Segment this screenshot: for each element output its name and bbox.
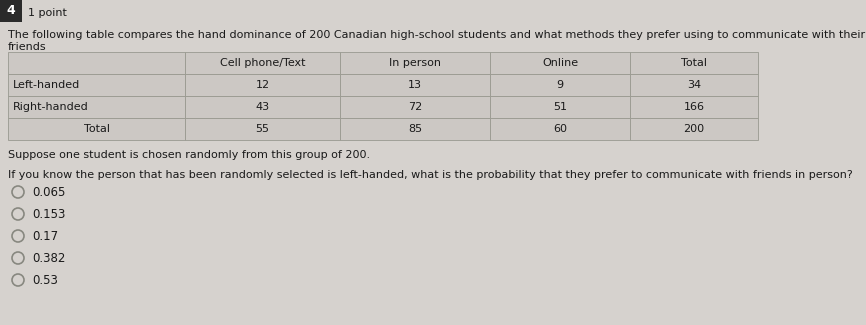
Bar [8, 118, 185, 140]
Text: 166: 166 [683, 102, 705, 112]
Text: 0.53: 0.53 [32, 274, 58, 287]
Bar [340, 96, 490, 118]
Text: The following table compares the hand dominance of 200 Canadian high-school stud: The following table compares the hand do… [8, 30, 865, 52]
Bar [185, 74, 340, 96]
Text: 0.382: 0.382 [32, 252, 65, 265]
Bar [630, 52, 758, 74]
Text: Right-handed: Right-handed [13, 102, 88, 112]
Text: 200: 200 [683, 124, 705, 134]
Text: 0.17: 0.17 [32, 229, 58, 242]
Text: 12: 12 [255, 80, 269, 90]
Text: 55: 55 [255, 124, 269, 134]
Bar [185, 52, 340, 74]
Bar [490, 118, 630, 140]
Bar [340, 52, 490, 74]
Bar [630, 96, 758, 118]
Bar [340, 118, 490, 140]
Text: 34: 34 [687, 80, 701, 90]
Bar [490, 96, 630, 118]
Bar [340, 74, 490, 96]
Bar [630, 74, 758, 96]
Bar [490, 52, 630, 74]
Bar [8, 52, 185, 74]
Text: If you know the person that has been randomly selected is left-handed, what is t: If you know the person that has been ran… [8, 170, 853, 180]
Text: Online: Online [542, 58, 578, 68]
Bar [0, 0, 22, 22]
Text: Total: Total [83, 124, 109, 134]
Text: Suppose one student is chosen randomly from this group of 200.: Suppose one student is chosen randomly f… [8, 150, 370, 160]
Text: Left-handed: Left-handed [13, 80, 81, 90]
Text: Total: Total [681, 58, 707, 68]
Text: In person: In person [389, 58, 441, 68]
Bar [8, 96, 185, 118]
Text: Cell phone/Text: Cell phone/Text [220, 58, 305, 68]
Text: 4: 4 [7, 5, 16, 18]
Text: 1 point: 1 point [28, 8, 67, 18]
Text: 43: 43 [255, 102, 269, 112]
Text: 85: 85 [408, 124, 422, 134]
Bar [185, 96, 340, 118]
Text: 9: 9 [557, 80, 564, 90]
Bar [490, 74, 630, 96]
Text: 13: 13 [408, 80, 422, 90]
Bar [630, 118, 758, 140]
Text: 0.065: 0.065 [32, 186, 65, 199]
Text: 60: 60 [553, 124, 567, 134]
Bar [185, 118, 340, 140]
Text: 72: 72 [408, 102, 422, 112]
Text: 0.153: 0.153 [32, 207, 65, 220]
Bar [8, 74, 185, 96]
Text: 51: 51 [553, 102, 567, 112]
